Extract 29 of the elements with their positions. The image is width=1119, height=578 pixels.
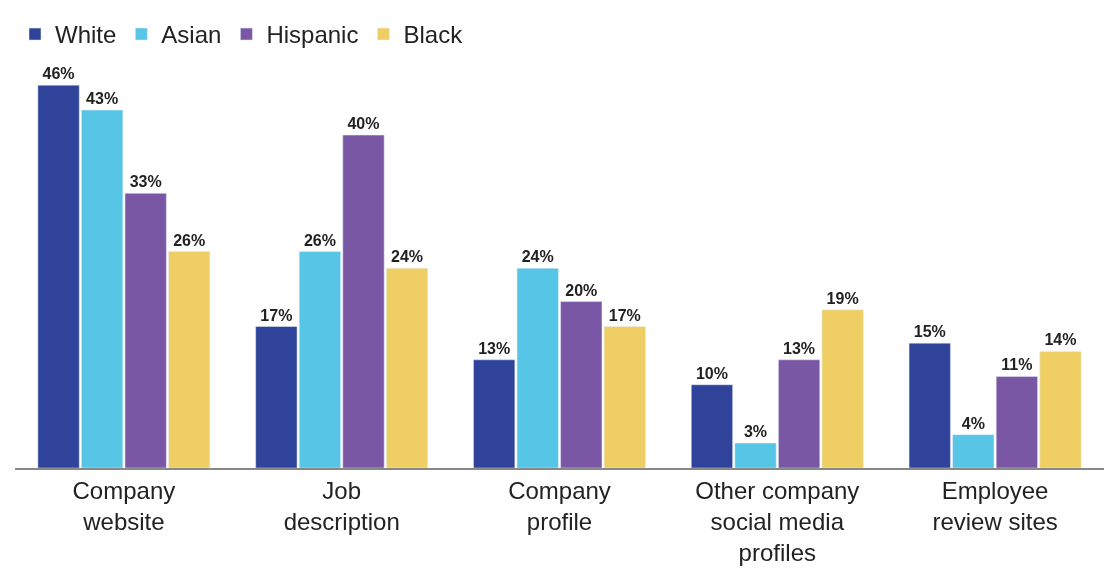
data-label: 24% <box>391 248 424 266</box>
data-label: 15% <box>913 323 946 341</box>
data-label: 14% <box>1044 331 1077 349</box>
data-label: 11% <box>1001 356 1033 374</box>
x-tick-label: Other company social media profiles <box>695 476 860 567</box>
data-label: 33% <box>129 173 162 191</box>
data-label: 4% <box>961 414 985 432</box>
data-label: 24% <box>521 248 554 266</box>
x-tick-label: Company website <box>72 476 176 535</box>
x-tick-label: Company profile <box>508 476 611 535</box>
data-label: 13% <box>478 339 511 357</box>
data-label: 17% <box>608 306 641 324</box>
data-label: 43% <box>86 90 119 108</box>
data-label: 40% <box>347 115 380 133</box>
x-tick-label: Job description <box>283 476 400 535</box>
data-label: 10% <box>695 364 728 382</box>
legend-label: Black <box>403 21 464 49</box>
data-label: 20% <box>565 281 598 299</box>
data-label: 19% <box>826 289 859 307</box>
x-tick-label: Employee review sites <box>932 476 1058 535</box>
data-label: 3% <box>743 423 768 441</box>
legend-label: Hispanic <box>266 21 359 49</box>
legend-label: White <box>55 21 117 49</box>
data-label: 17% <box>260 306 293 324</box>
legend-label: Asian <box>161 21 222 49</box>
data-label: 46% <box>42 65 75 83</box>
data-label: 13% <box>783 339 816 357</box>
data-label: 26% <box>303 231 336 249</box>
data-label: 26% <box>173 231 206 249</box>
